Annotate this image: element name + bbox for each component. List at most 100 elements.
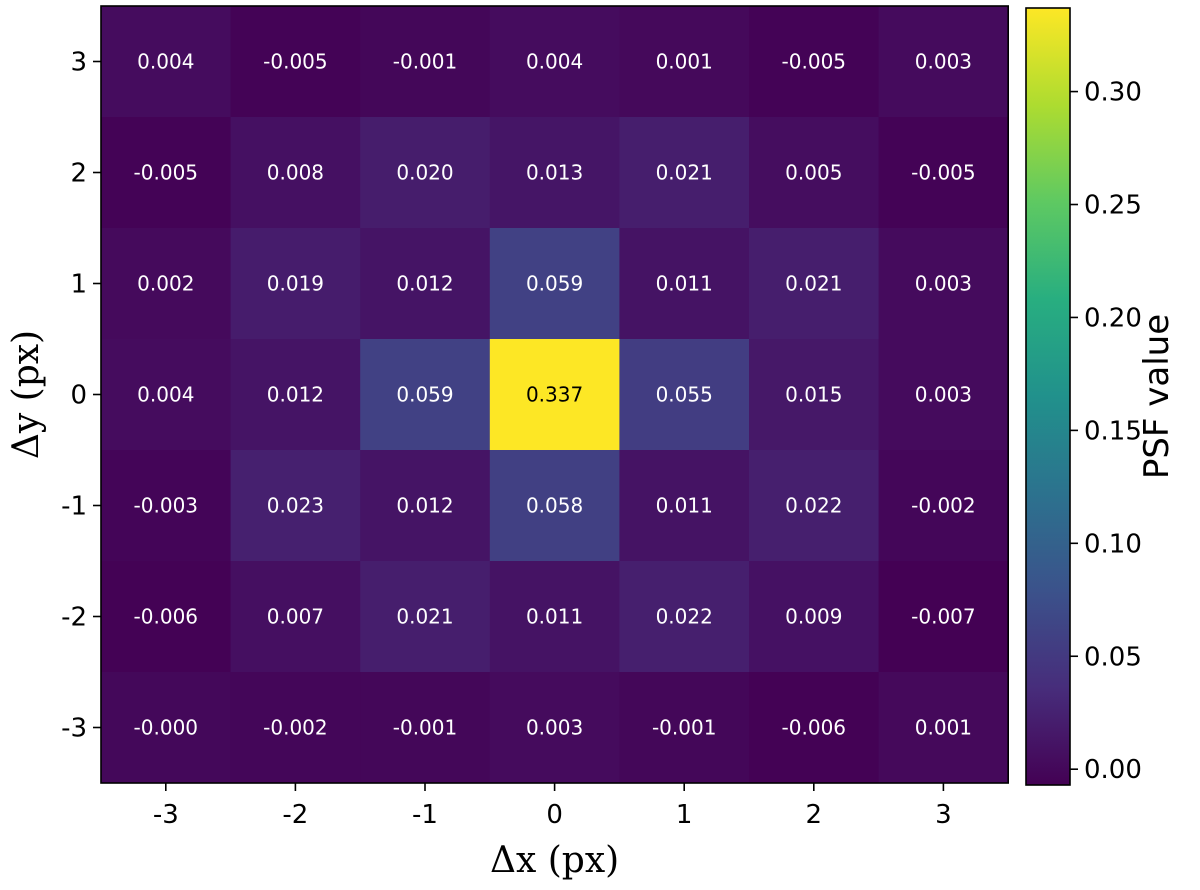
cell-value-label-r0-c3: 0.004 <box>526 50 583 74</box>
heatmap-cell-r0-c1 <box>230 6 361 118</box>
cell-value-label-r1-c5: 0.005 <box>785 161 842 185</box>
colorbar-tick-label-0: 0.00 <box>1084 755 1142 785</box>
heatmap-cell-r5-c3 <box>489 561 620 673</box>
heatmap-cell-r4-c0 <box>101 450 232 562</box>
heatmap-cell-r1-c3 <box>489 117 620 229</box>
colorbar-tick-label-2: 0.10 <box>1084 529 1142 559</box>
cell-value-label-r6-c4: -0.001 <box>652 716 716 740</box>
heatmap-cell-r1-c0 <box>101 117 232 229</box>
heatmap-cell-r2-c2 <box>360 228 491 340</box>
heatmap-cell-r1-c6 <box>878 117 1009 229</box>
y-axis-label: Δy (px) <box>6 330 47 459</box>
cell-value-label-r6-c0: -0.000 <box>134 716 198 740</box>
cell-value-label-r6-c2: -0.001 <box>393 716 457 740</box>
cell-value-label-r5-c5: 0.009 <box>785 605 842 629</box>
cell-value-label-r2-c0: 0.002 <box>137 272 194 296</box>
colorbar-tick-label-1: 0.05 <box>1084 642 1142 672</box>
cell-value-label-r5-c2: 0.021 <box>396 605 453 629</box>
heatmap-cell-r5-c2 <box>360 561 491 673</box>
heatmap-cell-r4-c6 <box>878 450 1009 562</box>
cell-value-label-r3-c3: 0.337 <box>526 383 583 407</box>
y-tick-label-5: -2 <box>61 603 87 633</box>
cell-value-label-r4-c2: 0.012 <box>396 494 453 518</box>
cell-value-label-r0-c5: -0.005 <box>782 50 846 74</box>
colorbar-ticks: 0.00 0.05 0.10 0.15 0.20 0.25 0.30 <box>1070 78 1142 785</box>
colorbar-tick-label-6: 0.30 <box>1084 78 1142 108</box>
cell-value-label-r1-c4: 0.021 <box>656 161 713 185</box>
heatmap-cell-r5-c5 <box>749 561 880 673</box>
heatmap-cell-r3-c0 <box>101 339 232 451</box>
cell-value-label-r1-c3: 0.013 <box>526 161 583 185</box>
heatmap-cell-r6-c0 <box>101 672 232 784</box>
x-axis-ticks: -3 -2 -1 0 1 2 3 <box>153 783 952 830</box>
cell-value-label-r3-c4: 0.055 <box>656 383 713 407</box>
cell-value-label-r6-c6: 0.001 <box>915 716 972 740</box>
y-axis-ticks: 3 2 1 0 -1 -2 -3 <box>61 48 101 744</box>
cell-value-label-r4-c1: 0.023 <box>267 494 324 518</box>
cell-value-label-r0-c1: -0.005 <box>263 50 327 74</box>
heatmap-cell-r5-c0 <box>101 561 232 673</box>
heatmap-cell-r3-c2 <box>360 339 491 451</box>
heatmap-cell-r2-c6 <box>878 228 1009 340</box>
cell-value-label-r2-c1: 0.019 <box>267 272 324 296</box>
cell-value-label-r0-c0: 0.004 <box>137 50 194 74</box>
heatmap-cell-r1-c2 <box>360 117 491 229</box>
cell-value-label-r2-c4: 0.011 <box>656 272 713 296</box>
heatmap-cell-r2-c0 <box>101 228 232 340</box>
heatmap-cell-r6-c3 <box>489 672 620 784</box>
heatmap-cell-r1-c5 <box>749 117 880 229</box>
heatmap-cell-r3-c6 <box>878 339 1009 451</box>
heatmap-cells <box>101 6 1009 784</box>
heatmap-cell-r1-c4 <box>619 117 750 229</box>
cell-value-label-r3-c6: 0.003 <box>915 383 972 407</box>
cell-value-label-r2-c6: 0.003 <box>915 272 972 296</box>
cell-value-label-r4-c3: 0.058 <box>526 494 583 518</box>
cell-value-label-r2-c3: 0.059 <box>526 272 583 296</box>
heatmap-cell-r0-c5 <box>749 6 880 118</box>
colorbar <box>1026 8 1070 785</box>
cell-value-label-r5-c3: 0.011 <box>526 605 583 629</box>
heatmap-cell-r2-c1 <box>230 228 361 340</box>
x-tick-label-1: -2 <box>282 800 308 830</box>
cell-value-label-r3-c2: 0.059 <box>396 383 453 407</box>
heatmap-cell-r6-c6 <box>878 672 1009 784</box>
heatmap-cell-r4-c4 <box>619 450 750 562</box>
heatmap-cell-r4-c5 <box>749 450 880 562</box>
cell-value-label-r1-c6: -0.005 <box>911 161 975 185</box>
cell-value-label-r5-c1: 0.007 <box>267 605 324 629</box>
x-tick-label-0: -3 <box>153 800 179 830</box>
heatmap-cell-r3-c5 <box>749 339 880 451</box>
colorbar-tick-label-5: 0.25 <box>1084 191 1142 221</box>
heatmap-cell-r0-c6 <box>878 6 1009 118</box>
cell-value-label-r1-c0: -0.005 <box>134 161 198 185</box>
heatmap-cell-r6-c2 <box>360 672 491 784</box>
heatmap-cell-r3-c1 <box>230 339 361 451</box>
heatmap-cell-r4-c1 <box>230 450 361 562</box>
heatmap-cell-r0-c0 <box>101 6 232 118</box>
cell-value-label-r0-c4: 0.001 <box>656 50 713 74</box>
colorbar-tick-label-4: 0.20 <box>1084 303 1142 333</box>
heatmap-cell-r2-c3 <box>489 228 620 340</box>
heatmap-cell-r3-c3 <box>489 339 620 451</box>
x-tick-label-5: 2 <box>806 800 823 830</box>
x-tick-label-3: 0 <box>546 800 563 830</box>
cell-value-label-r5-c0: -0.006 <box>134 605 198 629</box>
cell-value-label-r0-c2: -0.001 <box>393 50 457 74</box>
heatmap-cell-r6-c5 <box>749 672 880 784</box>
heatmap-cell-r0-c2 <box>360 6 491 118</box>
y-tick-label-6: -3 <box>61 714 87 744</box>
cell-value-label-r3-c0: 0.004 <box>137 383 194 407</box>
cell-value-label-r6-c3: 0.003 <box>526 716 583 740</box>
cell-value-label-r2-c5: 0.021 <box>785 272 842 296</box>
heatmap-cell-r0-c4 <box>619 6 750 118</box>
heatmap-cell-r5-c1 <box>230 561 361 673</box>
cell-value-label-r4-c5: 0.022 <box>785 494 842 518</box>
heatmap-cell-r0-c3 <box>489 6 620 118</box>
cell-value-label-r6-c5: -0.006 <box>782 716 846 740</box>
cell-value-label-r4-c6: -0.002 <box>911 494 975 518</box>
x-tick-label-4: 1 <box>676 800 693 830</box>
cell-value-label-r2-c2: 0.012 <box>396 272 453 296</box>
cell-value-label-r1-c2: 0.020 <box>396 161 453 185</box>
heatmap-cell-r4-c3 <box>489 450 620 562</box>
heatmap-cell-r4-c2 <box>360 450 491 562</box>
